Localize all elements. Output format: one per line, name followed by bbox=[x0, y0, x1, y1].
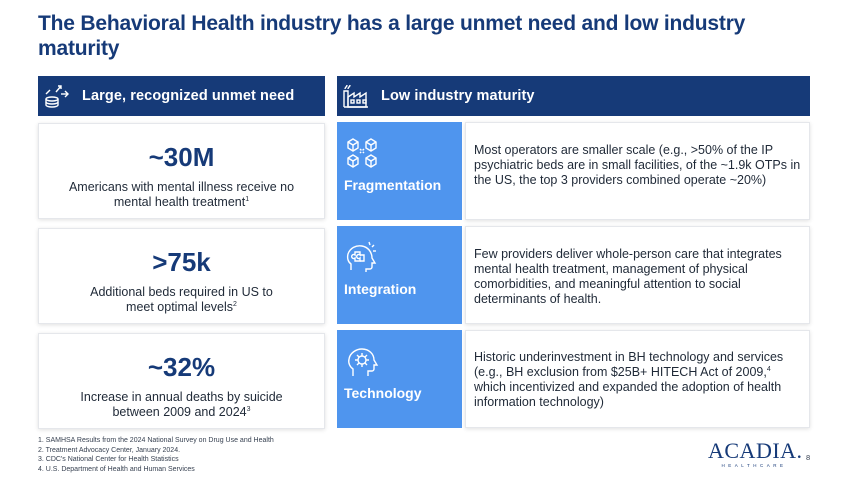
tile-technology: Technology bbox=[337, 330, 462, 428]
page-title: The Behavioral Health industry has a lar… bbox=[38, 12, 746, 60]
data-analytics-icon bbox=[42, 81, 72, 111]
tile-label: Fragmentation bbox=[344, 177, 442, 193]
stat-value: >75k bbox=[152, 247, 211, 277]
tile-label: Technology bbox=[344, 385, 422, 401]
unmet-need-header: Large, recognized unmet need bbox=[38, 76, 325, 116]
footnotes: 1. SAMHSA Results from the 2024 National… bbox=[38, 436, 458, 474]
footnote-ref: 4 bbox=[766, 365, 771, 373]
logo-subtitle: HEALTHCARE bbox=[721, 463, 787, 468]
stat-card-untreated: ~30M Americans with mental illness recei… bbox=[38, 123, 325, 219]
footnote: 2. Treatment Advocacy Center, January 20… bbox=[38, 446, 181, 454]
tile-fragmentation: Fragmentation bbox=[337, 122, 462, 220]
footnote: 4. U.S. Department of Health and Human S… bbox=[38, 465, 195, 473]
gear-head-icon bbox=[345, 344, 379, 378]
footnote-ref: 3 bbox=[246, 405, 251, 413]
industry-maturity-header: Low industry maturity bbox=[337, 76, 810, 116]
logo-name: ACADIA. bbox=[708, 438, 803, 463]
fragmentation-detail: Most operators are smaller scale (e.g., … bbox=[465, 122, 810, 220]
factory-icon bbox=[341, 81, 371, 111]
unmet-need-header-label: Large, recognized unmet need bbox=[82, 88, 295, 104]
footnote: 3. CDC's National Center for Health Stat… bbox=[38, 456, 179, 463]
stat-description: Additional beds required in US to meet o… bbox=[90, 285, 273, 314]
footnote: 1. SAMHSA Results from the 2024 National… bbox=[38, 437, 274, 444]
page-number: 8 bbox=[806, 453, 811, 462]
detail-text: Few providers deliver whole-person care … bbox=[474, 247, 782, 306]
stat-description: Americans with mental illness receive no… bbox=[68, 180, 295, 209]
detail-text: Most operators are smaller scale (e.g., … bbox=[474, 143, 801, 187]
industry-maturity-header-label: Low industry maturity bbox=[381, 88, 535, 104]
technology-detail: Historic underinvestment in BH technolog… bbox=[465, 330, 810, 428]
stat-card-beds: >75k Additional beds required in US to m… bbox=[38, 228, 325, 324]
acadia-logo: ACADIA. HEALTHCARE bbox=[708, 438, 803, 469]
puzzle-head-icon bbox=[345, 240, 379, 274]
cubes-network-icon bbox=[345, 136, 379, 170]
stat-description: Increase in annual deaths by suicide bet… bbox=[80, 390, 283, 419]
integration-detail: Few providers deliver whole-person care … bbox=[465, 226, 810, 324]
detail-text: Historic underinvestment in BH technolog… bbox=[474, 350, 784, 409]
stat-value: ~32% bbox=[147, 352, 216, 382]
footnote-ref: 2 bbox=[233, 300, 237, 308]
tile-integration: Integration bbox=[337, 226, 462, 324]
stat-card-suicide: ~32% Increase in annual deaths by suicid… bbox=[38, 333, 325, 429]
footnote-ref: 1 bbox=[245, 195, 250, 203]
tile-label: Integration bbox=[344, 281, 417, 297]
stat-value: ~30M bbox=[148, 142, 215, 172]
